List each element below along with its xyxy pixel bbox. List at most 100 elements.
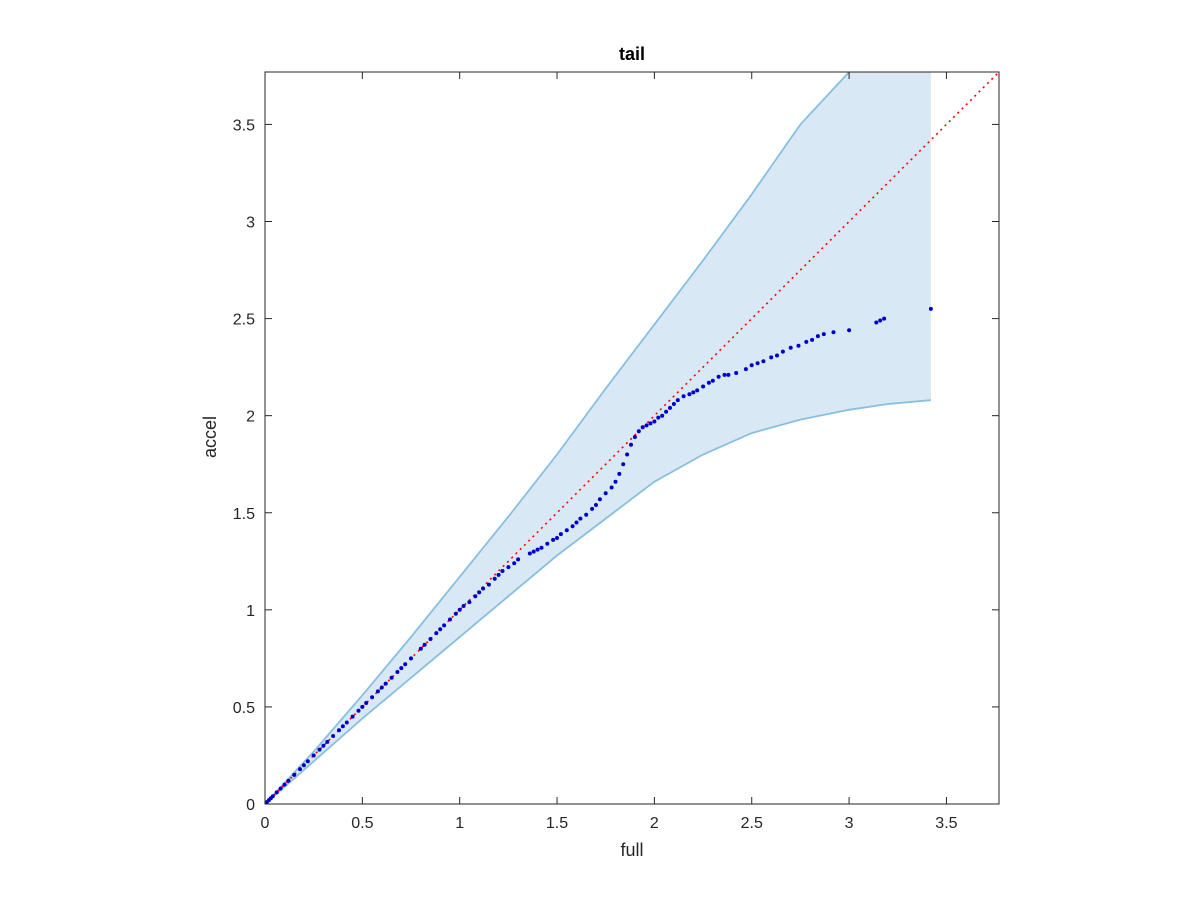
data-point	[340, 724, 345, 729]
data-point	[769, 355, 774, 360]
data-point	[383, 681, 388, 686]
plot-area: 0 0.5 1 1.5 2 2.5 3 3.5 0 0.5 1 1.5 2 2.5 3 3.5	[233, 71, 1000, 832]
data-point	[831, 330, 836, 335]
data-point	[370, 695, 375, 700]
data-point	[621, 462, 626, 467]
x-tick-label: 1	[455, 815, 464, 832]
data-point	[681, 394, 686, 399]
data-point	[671, 402, 676, 406]
data-point	[331, 734, 336, 738]
data-point	[403, 662, 408, 667]
data-point	[278, 786, 283, 791]
data-point	[545, 541, 550, 546]
data-point	[422, 642, 427, 647]
data-point	[810, 337, 815, 342]
data-point	[512, 561, 517, 566]
data-point	[821, 332, 826, 337]
data-point	[882, 316, 887, 321]
data-point	[389, 675, 394, 680]
data-point	[722, 372, 727, 377]
data-point	[648, 421, 653, 426]
data-point	[675, 398, 680, 403]
data-point	[691, 390, 696, 395]
data-point	[477, 590, 482, 595]
data-point	[555, 536, 559, 540]
data-point	[434, 631, 439, 636]
data-point	[584, 512, 589, 517]
band-lower-edge	[264, 399, 931, 805]
data-point	[321, 743, 326, 748]
data-point	[652, 419, 657, 424]
y-tick-label: 0.5	[233, 700, 255, 717]
y-tick-label: 2.5	[233, 312, 255, 329]
y-tick-label: 1	[246, 603, 255, 620]
chart-title: tail	[619, 44, 645, 64]
data-point	[775, 353, 779, 358]
data-point	[613, 479, 618, 484]
data-point	[531, 549, 536, 554]
data-point	[409, 656, 413, 661]
data-point	[796, 343, 801, 348]
confidence-band	[265, 72, 931, 804]
data-point	[656, 415, 661, 420]
data-point	[305, 759, 310, 764]
x-tick-label: 2.5	[741, 815, 763, 832]
data-point	[418, 646, 423, 651]
data-point	[664, 409, 669, 414]
data-point	[325, 739, 330, 744]
data-point	[527, 551, 532, 556]
data-point	[706, 380, 711, 385]
data-point	[301, 763, 306, 768]
data-point	[282, 782, 287, 787]
data-point	[815, 334, 820, 339]
data-point	[516, 557, 521, 562]
data-point	[453, 611, 458, 616]
data-point	[726, 372, 731, 377]
data-point	[428, 637, 433, 641]
data-point	[551, 537, 556, 542]
data-point	[570, 524, 575, 529]
axes-box	[264, 71, 1000, 805]
data-point	[716, 374, 721, 379]
data-point	[687, 392, 692, 397]
y-tick-label: 3.5	[233, 117, 255, 134]
data-point	[710, 378, 715, 383]
data-point	[399, 666, 404, 671]
data-point	[847, 328, 852, 333]
y-axis-label: accel	[200, 416, 220, 458]
data-point	[506, 565, 511, 570]
data-point	[743, 367, 748, 372]
data-point	[375, 689, 380, 694]
data-point	[344, 720, 349, 725]
data-point	[360, 704, 365, 709]
data-point	[804, 339, 809, 344]
data-point	[578, 516, 583, 521]
data-point	[749, 363, 754, 368]
data-point	[286, 778, 291, 783]
data-point	[481, 586, 486, 591]
data-point	[356, 708, 361, 713]
x-tick-label: 3.5	[935, 815, 957, 832]
data-point	[448, 617, 452, 622]
data-point	[364, 701, 369, 705]
data-point	[350, 714, 355, 719]
data-point	[564, 528, 569, 533]
data-point	[597, 497, 602, 502]
x-tick-label: 0.5	[351, 815, 373, 832]
data-point	[625, 452, 630, 457]
data-point	[270, 794, 275, 799]
data-point	[473, 594, 478, 599]
data-point	[617, 471, 622, 476]
x-tick-label: 2	[650, 815, 659, 832]
data-point	[632, 435, 637, 439]
data-point	[492, 576, 497, 581]
data-point	[395, 670, 400, 674]
x-tick-label: 3	[845, 815, 854, 832]
y-tick-label: 3	[246, 215, 255, 232]
data-point	[755, 361, 760, 366]
data-point	[574, 520, 579, 525]
data-point	[500, 569, 505, 573]
data-point	[874, 320, 879, 325]
data-point	[442, 623, 447, 628]
